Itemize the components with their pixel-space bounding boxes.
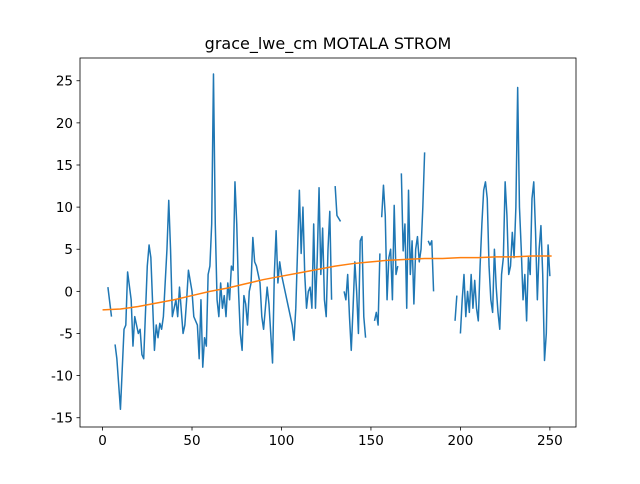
- y-tick-label: -15: [51, 411, 73, 427]
- line-series: [107, 73, 551, 411]
- y-tick-label: 10: [56, 200, 73, 216]
- y-tick-label: 20: [56, 116, 73, 132]
- x-tick-label: 100: [269, 433, 295, 449]
- y-tick-label: 0: [64, 284, 73, 300]
- x-tick-label: 150: [358, 433, 384, 449]
- x-tick-label: 50: [183, 433, 200, 449]
- chart-title: grace_lwe_cm MOTALA STROM: [205, 34, 452, 54]
- y-tick-label: -5: [60, 326, 73, 342]
- y-tick-label: -10: [51, 369, 73, 385]
- y-tick-label: 5: [64, 242, 73, 258]
- x-tick-label: 250: [537, 433, 563, 449]
- plot-frame: [79, 57, 577, 428]
- x-tick-label: 200: [448, 433, 474, 449]
- x-tick-label: 0: [98, 433, 107, 449]
- line-series: [102, 255, 552, 311]
- y-tick-label: 25: [56, 74, 73, 90]
- y-tick-label: 15: [56, 158, 73, 174]
